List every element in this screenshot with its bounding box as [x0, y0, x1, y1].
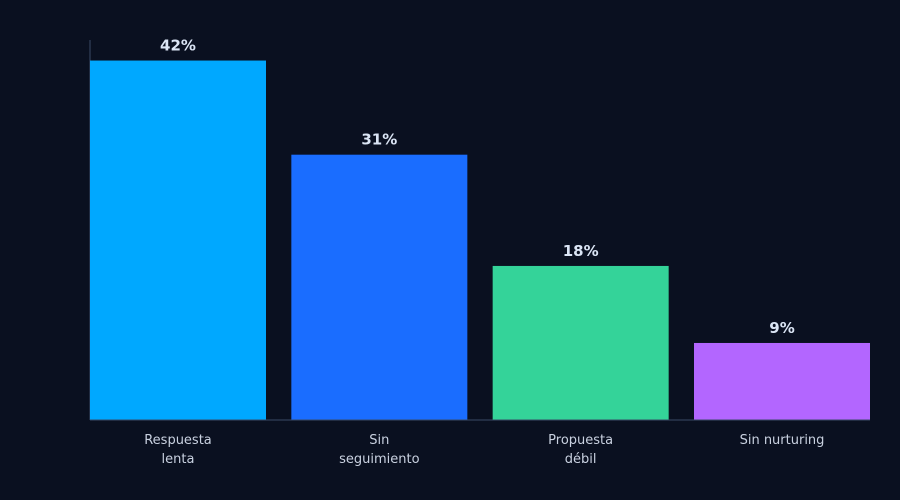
value-label: 18%	[563, 242, 599, 260]
value-label: 42%	[160, 37, 196, 55]
value-label: 31%	[361, 131, 397, 149]
bar	[90, 60, 266, 421]
x-tick-label: Sin seguimiento	[339, 433, 420, 467]
bar	[492, 265, 669, 420]
bar	[291, 154, 468, 420]
bar	[694, 342, 870, 420]
x-tick-label: Respuesta lenta	[144, 433, 212, 467]
value-label: 9%	[769, 319, 794, 337]
x-tick-label: Propuesta débil	[548, 433, 614, 467]
x-tick-label: Sin nurturing	[739, 433, 825, 448]
